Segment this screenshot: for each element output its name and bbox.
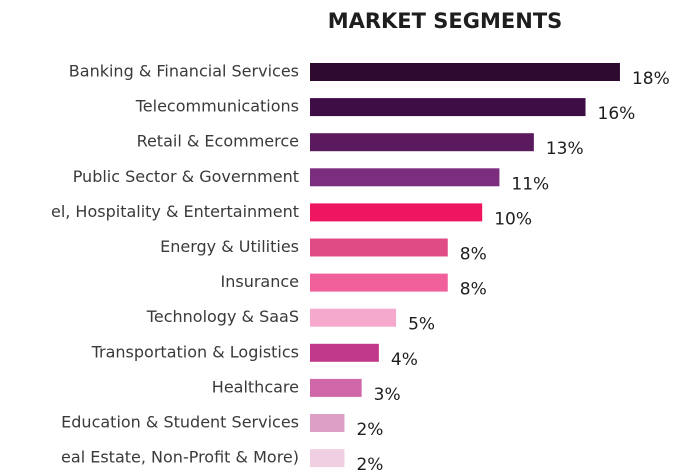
bar bbox=[310, 308, 397, 327]
value-label: 16% bbox=[598, 104, 636, 124]
value-label: 4% bbox=[391, 350, 418, 370]
value-label: 3% bbox=[374, 385, 401, 405]
category-label: Technology & SaaS bbox=[146, 307, 299, 326]
category-label: Telecommunications bbox=[135, 97, 299, 116]
value-label: 13% bbox=[546, 139, 584, 159]
value-label: 2% bbox=[356, 455, 383, 470]
bar bbox=[310, 203, 483, 222]
bar bbox=[310, 378, 362, 397]
value-label: 5% bbox=[408, 315, 435, 335]
bar bbox=[310, 238, 448, 257]
category-label: Transportation & Logistics bbox=[91, 342, 299, 361]
category-label: Retail & Ecommerce bbox=[137, 132, 299, 151]
category-label: Public Sector & Government bbox=[73, 167, 299, 186]
chart-title: MARKET SEGMENTS bbox=[328, 9, 563, 33]
category-label: Education & Student Services bbox=[61, 413, 299, 432]
value-label: 11% bbox=[511, 174, 549, 194]
category-label: Insurance bbox=[221, 272, 300, 291]
category-label: eal Estate, Non-Profit & More) bbox=[61, 448, 299, 467]
category-label: Energy & Utilities bbox=[160, 237, 299, 256]
value-label: 2% bbox=[356, 420, 383, 440]
value-label: 10% bbox=[494, 209, 532, 229]
value-label: 8% bbox=[460, 245, 487, 265]
bar bbox=[310, 343, 379, 362]
bar bbox=[310, 63, 620, 81]
value-label: 18% bbox=[632, 69, 670, 89]
category-label: el, Hospitality & Entertainment bbox=[51, 202, 299, 221]
bar bbox=[310, 449, 345, 468]
bar bbox=[310, 168, 500, 187]
category-label: Healthcare bbox=[212, 377, 299, 396]
value-label: 8% bbox=[460, 280, 487, 300]
bar bbox=[310, 273, 448, 292]
bar bbox=[310, 98, 586, 117]
bar bbox=[310, 414, 345, 432]
bar bbox=[310, 133, 534, 152]
category-label: Banking & Financial Services bbox=[69, 62, 299, 81]
